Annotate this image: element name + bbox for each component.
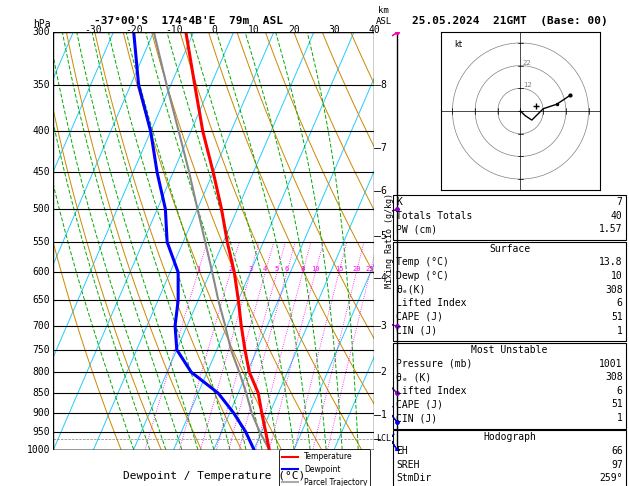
- Text: 308: 308: [605, 372, 623, 382]
- Text: 10: 10: [611, 271, 623, 281]
- Text: 5: 5: [381, 231, 387, 241]
- Text: 900: 900: [33, 408, 50, 418]
- Text: 3: 3: [381, 321, 387, 331]
- Text: 5: 5: [275, 266, 279, 272]
- Text: θₑ(K): θₑ(K): [396, 285, 426, 295]
- Text: 750: 750: [33, 345, 50, 355]
- Text: 10: 10: [248, 25, 260, 35]
- Text: 22: 22: [523, 60, 532, 66]
- Text: 259°: 259°: [599, 473, 623, 483]
- Text: 308: 308: [605, 285, 623, 295]
- Text: 12: 12: [523, 82, 532, 88]
- Text: 400: 400: [33, 126, 50, 137]
- Text: Mixing Ratio (g/kg): Mixing Ratio (g/kg): [386, 193, 394, 288]
- Text: 1: 1: [617, 326, 623, 335]
- Text: km
ASL: km ASL: [376, 6, 392, 26]
- Text: 350: 350: [33, 80, 50, 90]
- Text: 1: 1: [617, 413, 623, 423]
- Text: 8: 8: [381, 80, 387, 90]
- Text: CAPE (J): CAPE (J): [396, 399, 443, 409]
- Text: 8: 8: [301, 266, 305, 272]
- Text: -37°00'S  174°4B'E  79m  ASL: -37°00'S 174°4B'E 79m ASL: [94, 16, 283, 26]
- Text: Pressure (mb): Pressure (mb): [396, 359, 472, 368]
- Text: 4: 4: [381, 273, 387, 283]
- Text: 20: 20: [288, 25, 300, 35]
- Text: 0: 0: [211, 25, 217, 35]
- Text: StmDir: StmDir: [396, 473, 431, 483]
- Text: CAPE (J): CAPE (J): [396, 312, 443, 322]
- Text: 950: 950: [33, 427, 50, 437]
- Text: 3: 3: [248, 266, 253, 272]
- Text: 1: 1: [196, 266, 200, 272]
- Text: CIN (J): CIN (J): [396, 326, 437, 335]
- Text: 1.57: 1.57: [599, 225, 623, 234]
- Text: K: K: [396, 197, 402, 207]
- Text: 2: 2: [381, 367, 387, 377]
- Text: Lifted Index: Lifted Index: [396, 386, 467, 396]
- Text: 66: 66: [611, 446, 623, 456]
- Text: 650: 650: [33, 295, 50, 305]
- Text: 25.05.2024  21GMT  (Base: 00): 25.05.2024 21GMT (Base: 00): [411, 16, 608, 26]
- Text: SREH: SREH: [396, 460, 420, 469]
- Legend: Temperature, Dewpoint, Parcel Trajectory, Dry Adiabat, Wet Adiabat, Isotherm, Mi: Temperature, Dewpoint, Parcel Trajectory…: [279, 449, 370, 486]
- Text: 51: 51: [611, 399, 623, 409]
- Text: 7: 7: [381, 143, 387, 154]
- Text: kt: kt: [455, 40, 463, 50]
- Text: 4: 4: [263, 266, 267, 272]
- Text: 97: 97: [611, 460, 623, 469]
- Text: 40: 40: [369, 25, 380, 35]
- Text: θₑ (K): θₑ (K): [396, 372, 431, 382]
- Text: 15: 15: [335, 266, 343, 272]
- Text: Most Unstable: Most Unstable: [471, 345, 548, 355]
- Text: Lifted Index: Lifted Index: [396, 298, 467, 308]
- Text: Dewpoint / Temperature (°C): Dewpoint / Temperature (°C): [123, 471, 305, 482]
- Text: 850: 850: [33, 388, 50, 398]
- Text: 6: 6: [381, 186, 387, 196]
- Text: -10: -10: [165, 25, 182, 35]
- Text: Totals Totals: Totals Totals: [396, 211, 472, 221]
- Text: LCL: LCL: [376, 434, 391, 444]
- Text: 6: 6: [617, 298, 623, 308]
- Text: CIN (J): CIN (J): [396, 413, 437, 423]
- Text: -20: -20: [125, 25, 143, 35]
- Text: Temp (°C): Temp (°C): [396, 258, 449, 267]
- Text: 20: 20: [352, 266, 360, 272]
- Text: 25: 25: [366, 266, 374, 272]
- Text: 1: 1: [381, 410, 387, 420]
- Text: 800: 800: [33, 367, 50, 377]
- Text: 6: 6: [617, 386, 623, 396]
- Text: Hodograph: Hodograph: [483, 433, 536, 442]
- Text: 300: 300: [33, 27, 50, 36]
- Text: 2: 2: [228, 266, 233, 272]
- Text: hPa: hPa: [33, 19, 50, 29]
- Text: 40: 40: [611, 211, 623, 221]
- Text: Dewp (°C): Dewp (°C): [396, 271, 449, 281]
- Text: 10: 10: [311, 266, 320, 272]
- Text: 7: 7: [617, 197, 623, 207]
- Text: 500: 500: [33, 204, 50, 214]
- Text: 1000: 1000: [27, 445, 50, 454]
- Text: EH: EH: [396, 446, 408, 456]
- Text: PW (cm): PW (cm): [396, 225, 437, 234]
- Text: -30: -30: [85, 25, 103, 35]
- Text: 550: 550: [33, 237, 50, 247]
- Text: 1001: 1001: [599, 359, 623, 368]
- Text: 450: 450: [33, 167, 50, 177]
- Text: 30: 30: [328, 25, 340, 35]
- Text: 51: 51: [611, 312, 623, 322]
- Text: 13.8: 13.8: [599, 258, 623, 267]
- Text: Surface: Surface: [489, 244, 530, 254]
- Text: 600: 600: [33, 267, 50, 277]
- Text: 6: 6: [285, 266, 289, 272]
- Text: 700: 700: [33, 321, 50, 331]
